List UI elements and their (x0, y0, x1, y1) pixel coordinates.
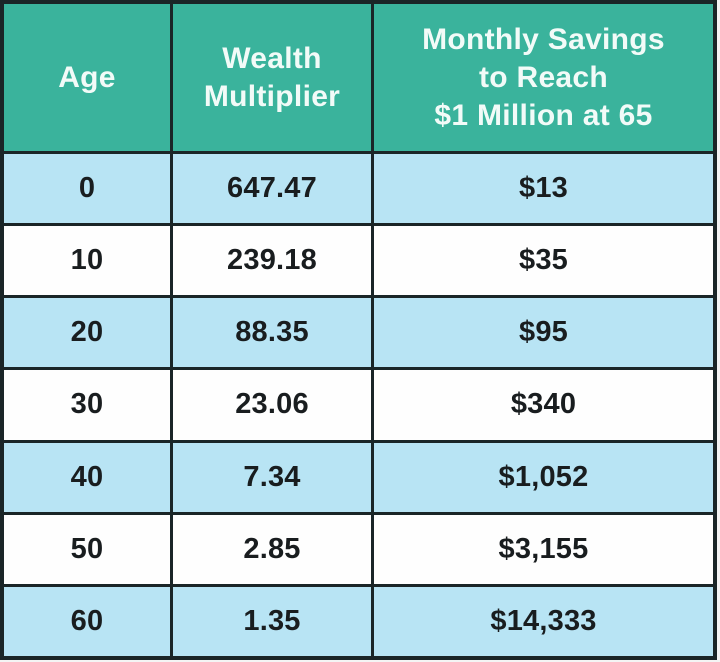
multiplier-cell: 647.47 (173, 154, 371, 224)
age-cell: 30 (4, 370, 170, 440)
multiplier-cell: 1.35 (173, 586, 371, 656)
header-age: Age (4, 4, 170, 151)
savings-cell: $14,333 (374, 586, 713, 656)
savings-cell: $3,155 (374, 514, 713, 584)
header-wealth-multiplier-line2: Multiplier (203, 79, 341, 113)
age-cell: 60 (4, 586, 170, 656)
multiplier-cell: 88.35 (173, 298, 371, 368)
age-cell: 10 (4, 226, 170, 296)
savings-cell: $35 (374, 226, 713, 296)
header-monthly-savings-line1: Monthly Savings (422, 22, 665, 56)
header-monthly-savings-line2: to Reach (478, 60, 609, 94)
age-cell: 20 (4, 298, 170, 368)
savings-cell: $1,052 (374, 442, 713, 512)
savings-cell: $340 (374, 370, 713, 440)
age-cell: 40 (4, 442, 170, 512)
age-cell: 50 (4, 514, 170, 584)
multiplier-cell: 239.18 (173, 226, 371, 296)
multiplier-cell: 2.85 (173, 514, 371, 584)
savings-cell: $13 (374, 154, 713, 224)
savings-cell: $95 (374, 298, 713, 368)
header-wealth-multiplier: Wealth Multiplier (173, 4, 371, 151)
header-monthly-savings-line3: $1 Million at 65 (434, 98, 653, 132)
header-wealth-multiplier-line1: Wealth (222, 41, 322, 75)
age-cell: 0 (4, 154, 170, 224)
multiplier-cell: 7.34 (173, 442, 371, 512)
header-monthly-savings: Monthly Savings to Reach $1 Million at 6… (374, 4, 713, 151)
header-age-label: Age (58, 60, 116, 94)
multiplier-cell: 23.06 (173, 370, 371, 440)
